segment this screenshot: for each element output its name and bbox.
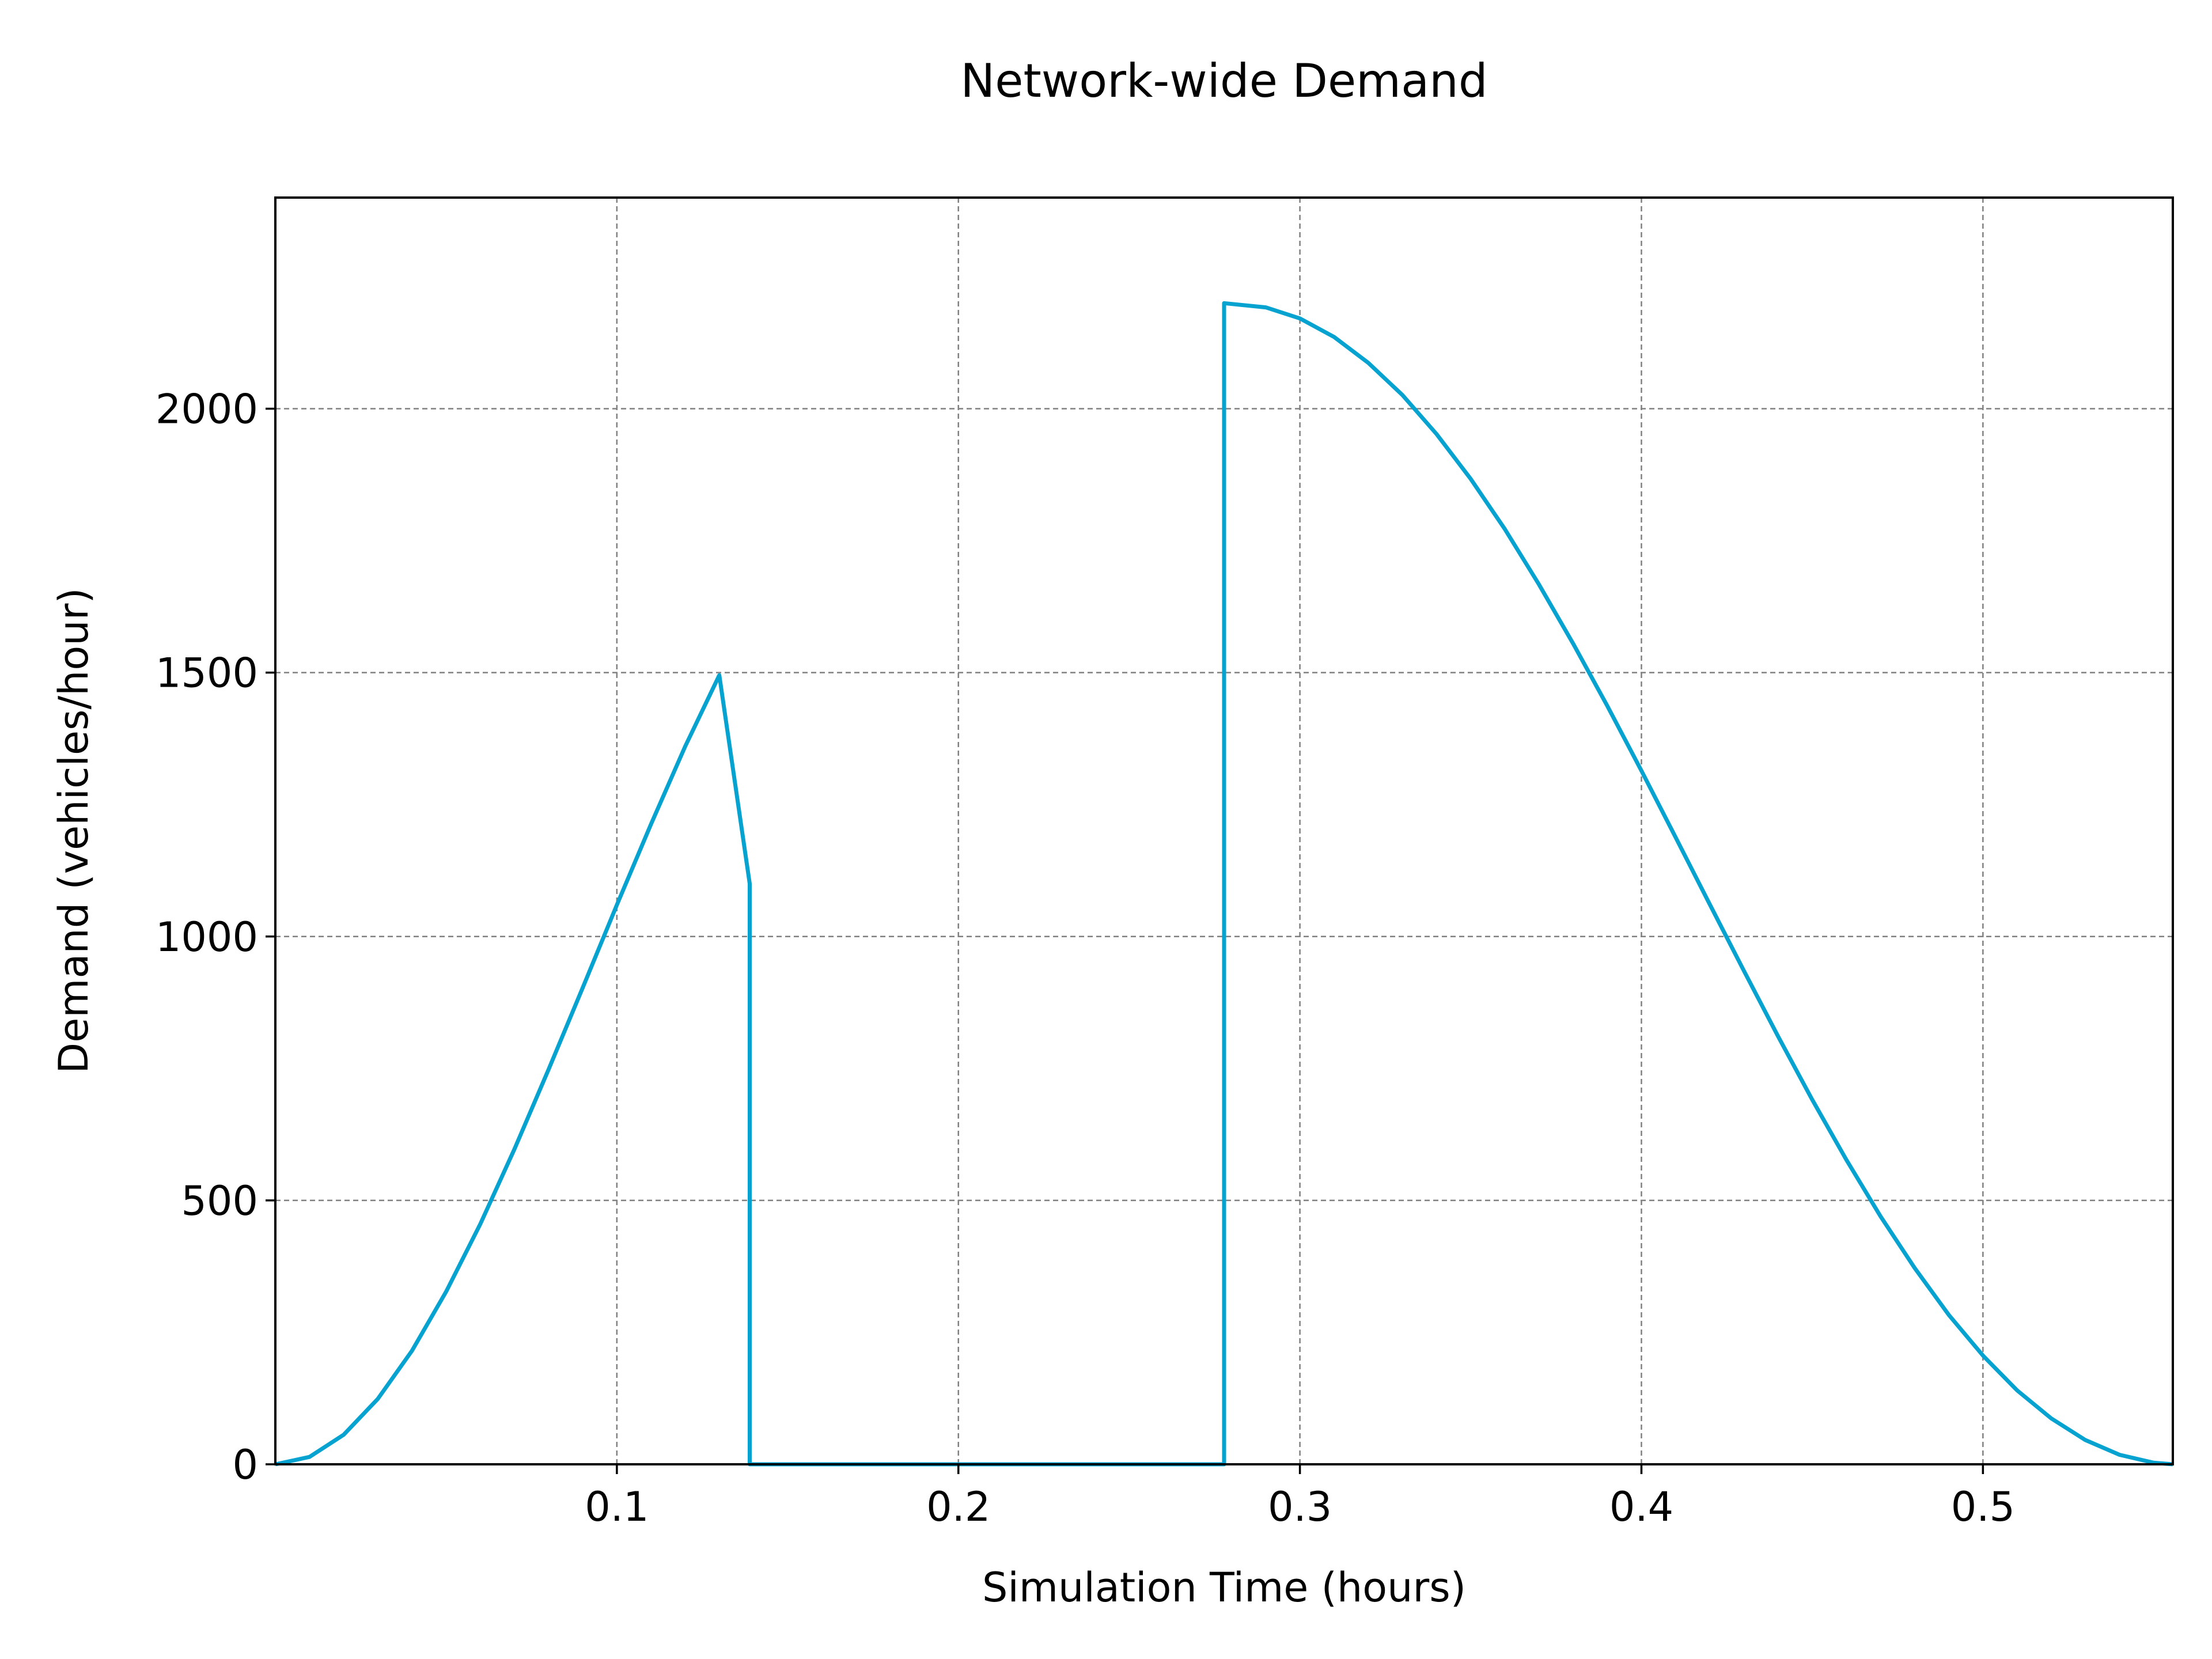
chart-title: Network-wide Demand [960, 54, 1487, 108]
x-axis-label: Simulation Time (hours) [982, 1564, 1466, 1611]
plot-area-frame [274, 196, 2174, 1465]
x-tick-label: 0.3 [1268, 1483, 1332, 1531]
demand-series-line [275, 301, 2173, 1467]
y-tick-label: 1500 [156, 650, 258, 697]
series-layer [275, 301, 2173, 1467]
y-tick-label: 2000 [156, 386, 258, 433]
y-axis-label: Demand (vehicles/hour) [50, 588, 97, 1073]
axis-ticks: 0.1 0.2 0.3 0.4 0.5 0 500 1000 1500 2000 [156, 386, 2015, 1531]
x-tick-label: 0.1 [585, 1483, 649, 1531]
y-tick-label: 0 [232, 1441, 258, 1488]
y-tick-label: 500 [181, 1177, 258, 1225]
x-tick-label: 0.5 [1951, 1483, 2015, 1531]
y-tick-label: 1000 [156, 914, 258, 961]
x-tick-label: 0.4 [1609, 1483, 1673, 1531]
grid-lines [275, 198, 2173, 1464]
x-tick-label: 0.2 [926, 1483, 990, 1531]
